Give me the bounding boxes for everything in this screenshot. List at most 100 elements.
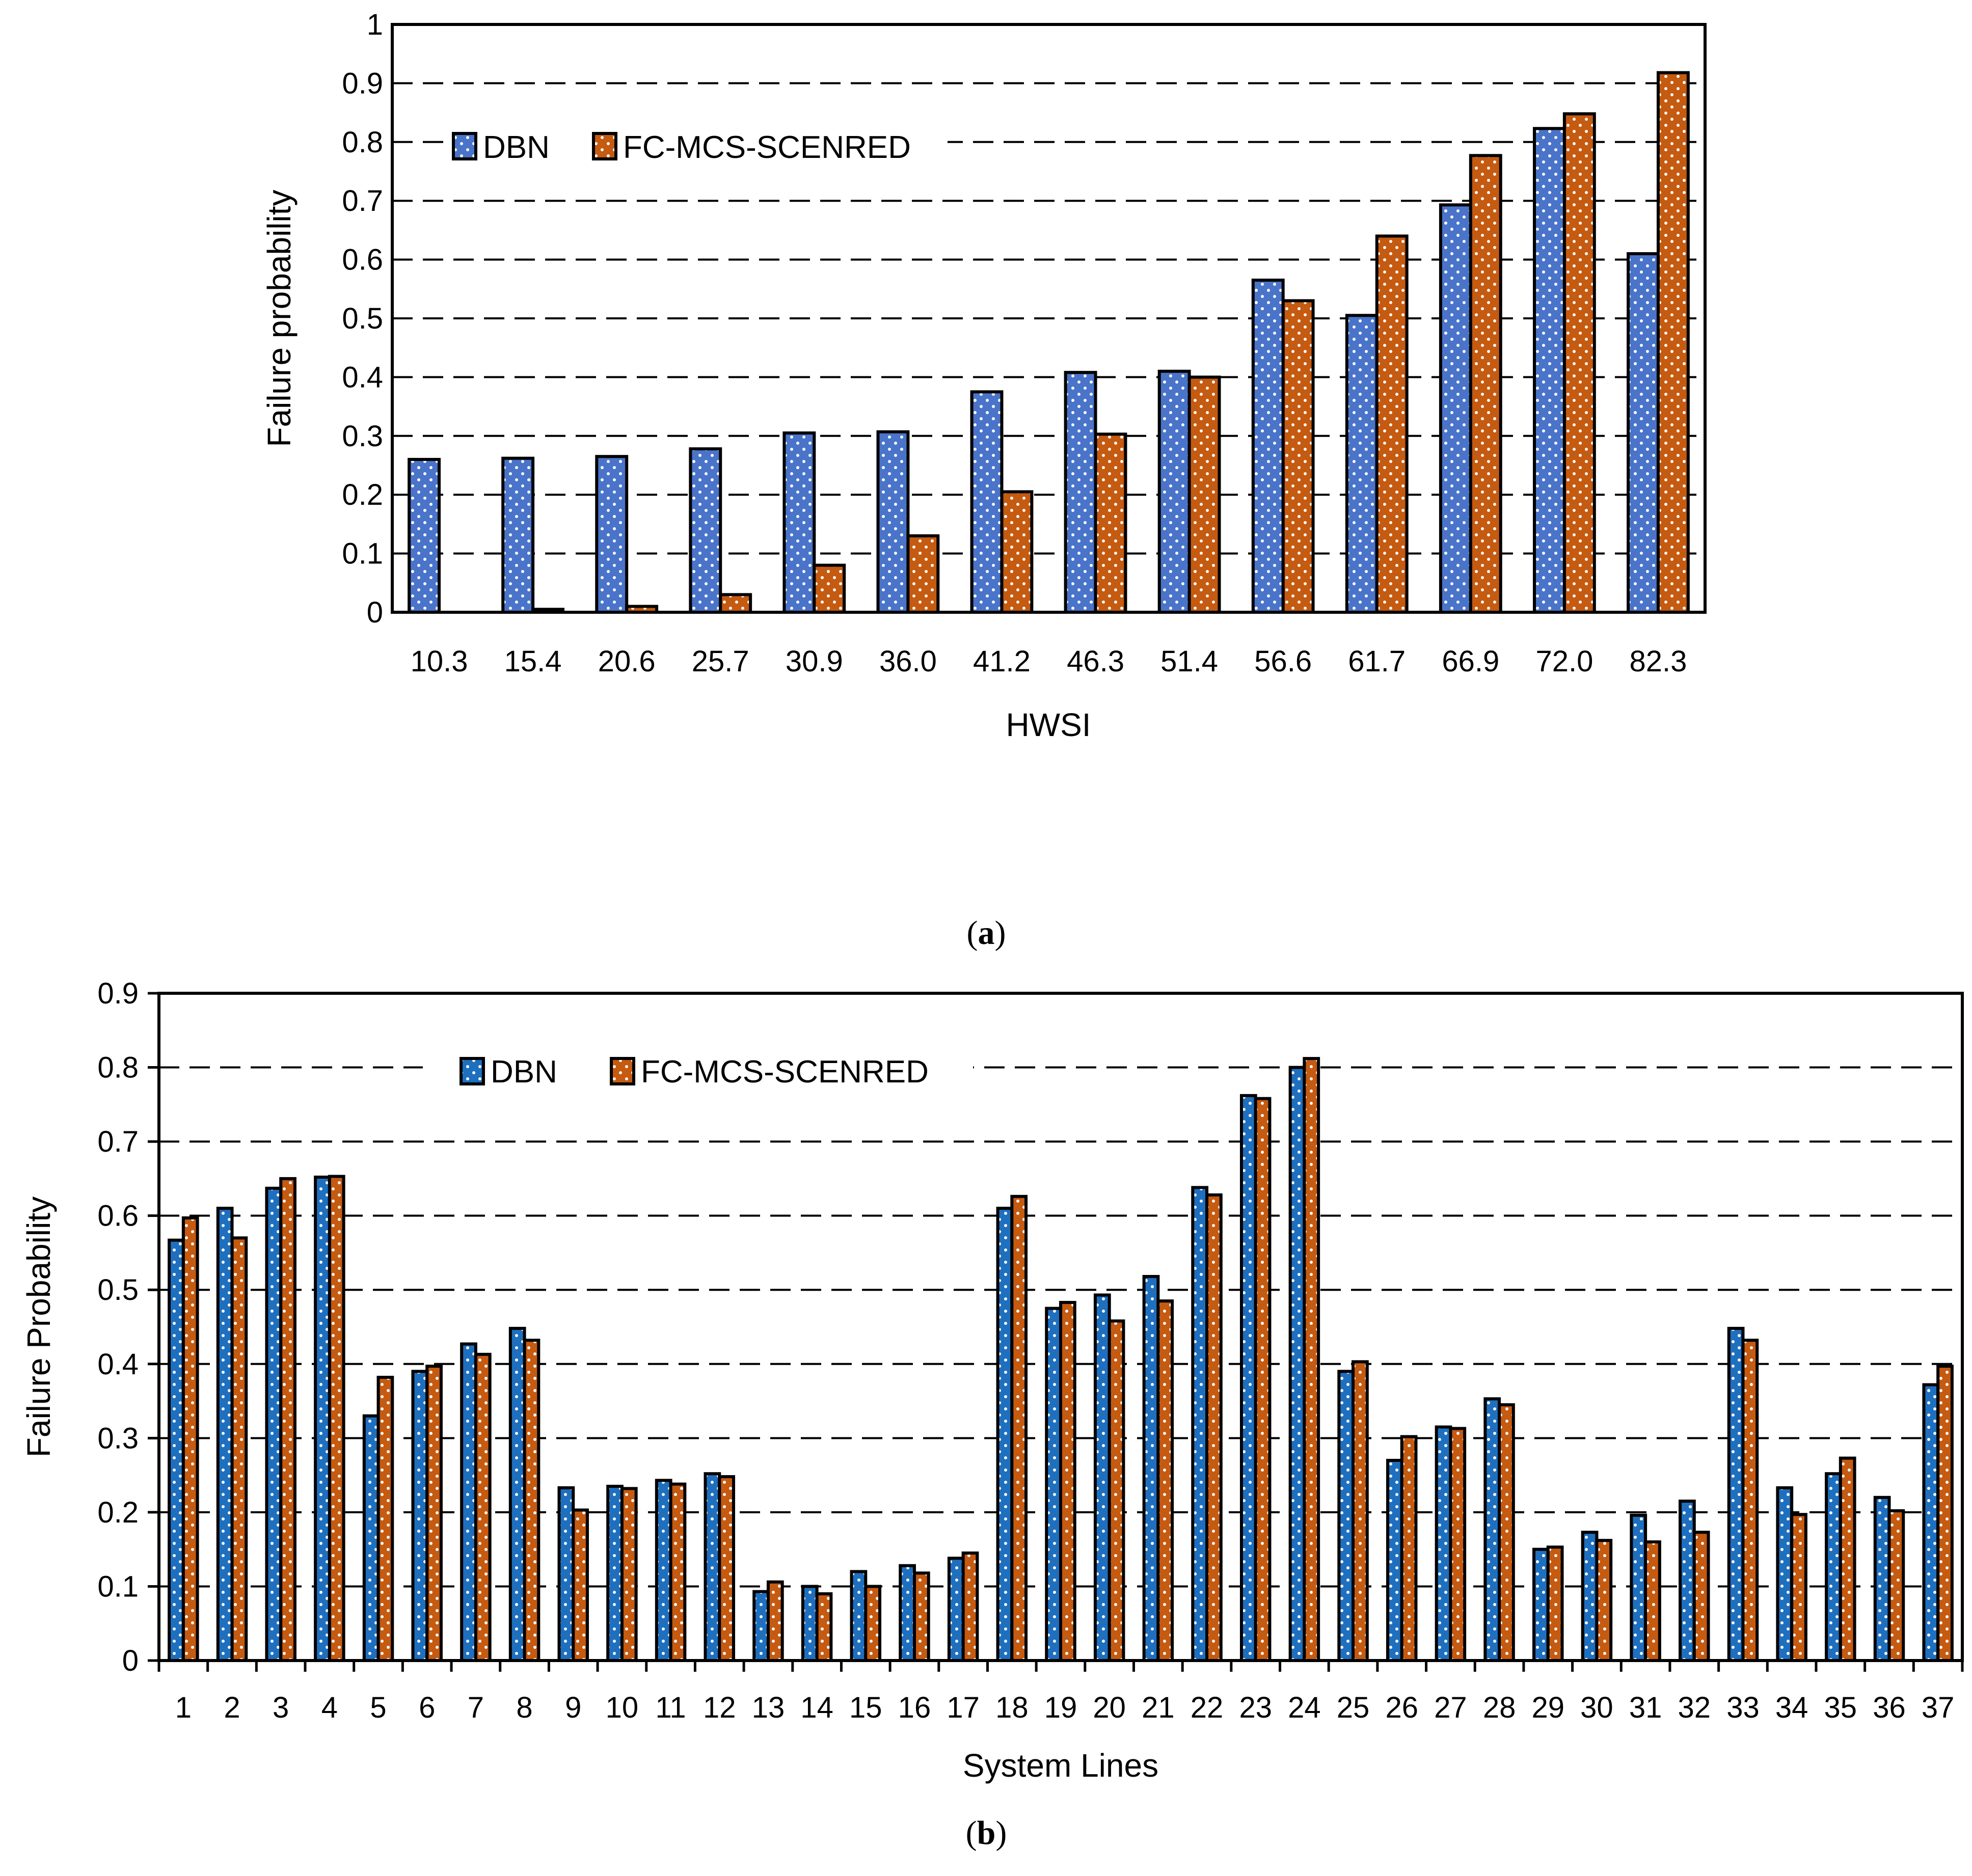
bar-dbn (970, 390, 1004, 614)
bar-fc-mcs-scenred (912, 1571, 930, 1662)
chart-a-caption-close: ) (995, 914, 1006, 951)
y-tick-label: 0.5 (342, 302, 383, 335)
x-tick-label: 18 (995, 1691, 1029, 1724)
chart-b: 00.10.20.30.40.50.60.70.80.9 1 2 3 4 5 6 7 8 9 10… (20, 977, 1964, 1852)
bar-fc-mcs-scenred (1107, 1319, 1125, 1662)
legend-swatch-fc-mcs-scenred (610, 1057, 635, 1085)
x-tick-label: 14 (800, 1691, 833, 1724)
bar-dbn (1064, 371, 1097, 614)
bar-dbn (689, 447, 722, 614)
bar-dbn (1288, 1066, 1306, 1663)
y-tick-label: 0.1 (342, 537, 383, 570)
x-tick-label: 51.4 (1160, 645, 1218, 678)
bar-dbn (1439, 203, 1472, 614)
bar-fc-mcs-scenred (1156, 1299, 1174, 1663)
bar-fc-mcs-scenred (572, 1508, 589, 1662)
bar-dbn (501, 456, 535, 614)
bar-dbn (411, 1370, 429, 1662)
chart-b-legend-background (423, 1044, 973, 1105)
bar-fc-mcs-scenred (1400, 1435, 1418, 1662)
chart-a-caption-open: ( (967, 914, 978, 951)
bar-dbn (1679, 1500, 1696, 1663)
y-tick-label: 0.4 (342, 361, 383, 394)
bar-fc-mcs-scenred (718, 1475, 736, 1662)
x-tick-label: 10.3 (411, 645, 468, 678)
x-tick-label: 41.2 (973, 645, 1031, 678)
legend-swatch-dbn (452, 132, 477, 160)
bar-dbn (1239, 1094, 1257, 1662)
chart-a-y-ticks: 0 0.1 0.2 0.3 0.4 0.5 0.6 0.7 0.8 0.9 1 (342, 8, 383, 629)
x-tick-label: 66.9 (1442, 645, 1499, 678)
chart-a-plot-frame (391, 23, 1707, 614)
bar-fc-mcs-scenred (1094, 432, 1127, 614)
bar-fc-mcs-scenred (1352, 1360, 1369, 1662)
y-tick-label: 0.5 (97, 1273, 139, 1307)
bar-dbn (314, 1175, 331, 1662)
x-tick-label: 28 (1483, 1691, 1516, 1724)
bar-fc-mcs-scenred (1469, 154, 1502, 614)
x-tick-label: 3 (273, 1691, 289, 1724)
bar-fc-mcs-scenred (961, 1551, 979, 1662)
bar-dbn (508, 1326, 526, 1662)
bar-fc-mcs-scenred (376, 1375, 394, 1662)
bar-fc-mcs-scenred (1010, 1194, 1028, 1663)
y-tick-label: 1 (367, 8, 383, 41)
bar-fc-mcs-scenred (1546, 1545, 1564, 1663)
chart-b-caption-letter: b (977, 1814, 996, 1852)
bar-fc-mcs-scenred (719, 593, 752, 614)
x-tick-label: 11 (655, 1691, 686, 1724)
bar-dbn (1386, 1459, 1403, 1662)
y-tick-label: 0.7 (97, 1125, 139, 1158)
bar-dbn (801, 1585, 819, 1662)
bar-dbn (460, 1342, 477, 1662)
bar-fc-mcs-scenred (1692, 1531, 1710, 1663)
bar-fc-mcs-scenred (474, 1352, 492, 1662)
x-tick-label: 12 (703, 1691, 736, 1724)
bar-dbn (1581, 1531, 1599, 1663)
bar-fc-mcs-scenred (813, 563, 846, 614)
bar-dbn (1776, 1486, 1794, 1662)
chart-b-y-axis-title: Failure Probability (20, 1197, 57, 1457)
bar-fc-mcs-scenred (1741, 1339, 1759, 1662)
bar-fc-mcs-scenred (620, 1487, 638, 1662)
x-tick-label: 9 (565, 1691, 581, 1724)
y-tick-label: 0.2 (342, 478, 383, 511)
y-tick-label: 0.1 (97, 1570, 139, 1603)
x-tick-label: 82.3 (1630, 645, 1687, 678)
x-tick-label: 25.7 (692, 645, 749, 678)
bar-fc-mcs-scenred (1000, 490, 1034, 614)
bar-dbn (168, 1238, 185, 1662)
y-tick-label: 0.4 (97, 1348, 139, 1381)
bar-fc-mcs-scenred (1644, 1540, 1661, 1662)
bar-dbn (1435, 1425, 1452, 1662)
x-tick-label: 56.6 (1254, 645, 1312, 678)
y-tick-label: 0.8 (342, 126, 383, 159)
chart-a-bars (408, 71, 1690, 614)
bar-dbn (876, 430, 910, 614)
bar-dbn (1727, 1326, 1745, 1662)
x-tick-label: 37 (1922, 1691, 1955, 1724)
bar-fc-mcs-scenred (1562, 112, 1596, 614)
chart-a-legend: DBN FC-MCS-SCENRED (452, 130, 911, 165)
bar-fc-mcs-scenred (181, 1216, 199, 1663)
y-tick-label: 0.2 (97, 1496, 139, 1529)
x-tick-label: 13 (752, 1691, 785, 1724)
bar-fc-mcs-scenred (1887, 1509, 1905, 1662)
y-tick-label: 0 (122, 1644, 139, 1677)
chart-a-legend-background (448, 115, 948, 181)
chart-b-legend: DBN FC-MCS-SCENRED (460, 1054, 929, 1090)
bar-dbn (265, 1186, 283, 1662)
bar-dbn (1630, 1513, 1647, 1663)
x-tick-label: 21 (1142, 1691, 1175, 1724)
legend-swatch-fc-mcs-scenred (592, 132, 617, 160)
x-tick-label: 30 (1580, 1691, 1613, 1724)
chart-a-caption: (a) (967, 914, 1006, 951)
bar-dbn (1045, 1307, 1063, 1662)
bar-fc-mcs-scenred (328, 1175, 345, 1662)
x-tick-label: 31 (1629, 1691, 1662, 1724)
chart-b-y-ticks: 0 0.1 0.2 0.3 0.4 0.5 0.6 0.7 0.8 0.9 (97, 977, 159, 1677)
x-tick-label: 15 (849, 1691, 882, 1724)
bar-dbn (1251, 278, 1285, 614)
bar-fc-mcs-scenred (1205, 1193, 1223, 1662)
